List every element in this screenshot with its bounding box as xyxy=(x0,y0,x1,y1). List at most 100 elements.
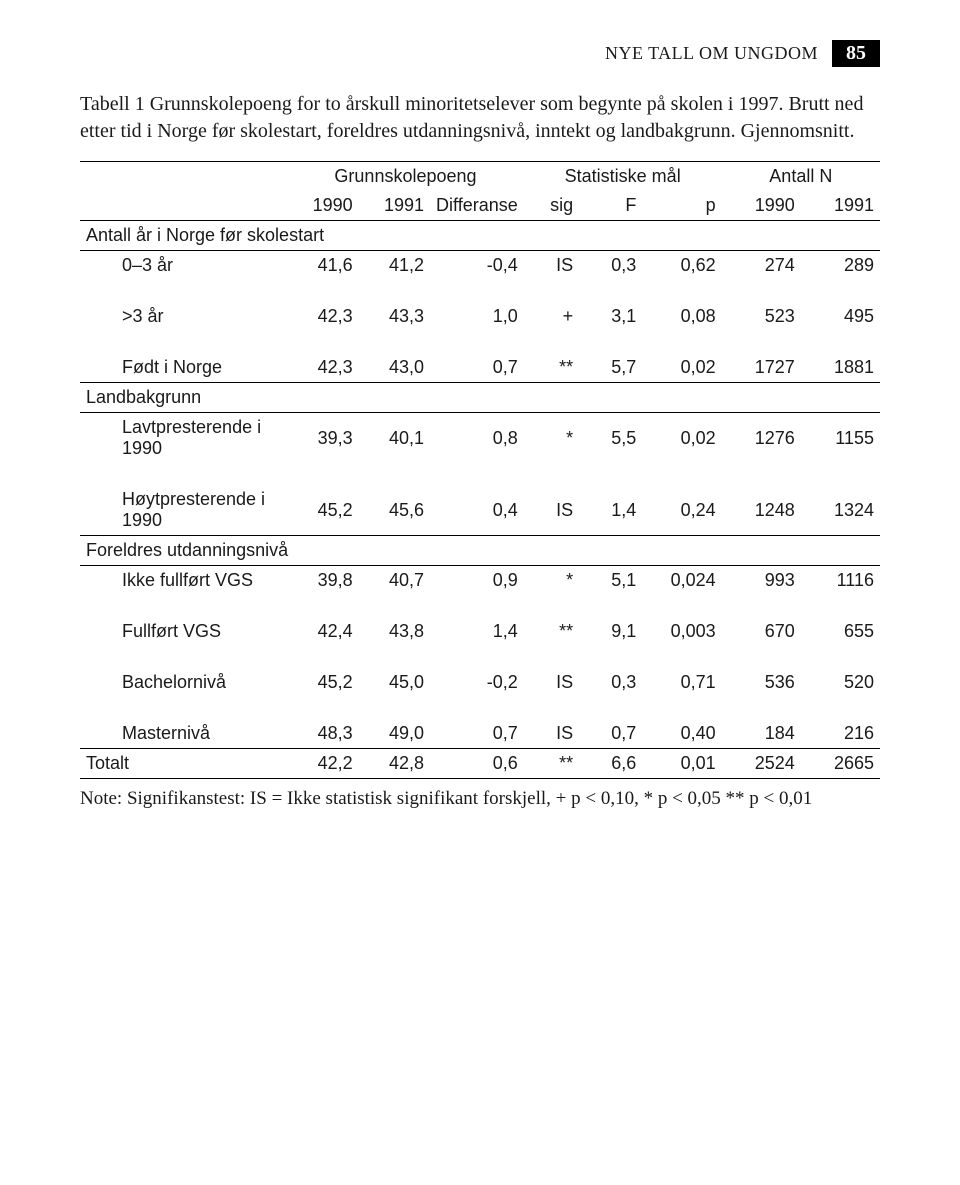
cell: 42,3 xyxy=(287,353,358,383)
cell: 1,0 xyxy=(430,302,524,331)
cell: 6,6 xyxy=(579,749,642,779)
spacer xyxy=(80,463,880,485)
cell: 0,6 xyxy=(430,749,524,779)
col-p: p xyxy=(642,191,721,221)
cell: 5,5 xyxy=(579,413,642,464)
cell: 39,8 xyxy=(287,566,358,596)
cell: 5,7 xyxy=(579,353,642,383)
cell: 2665 xyxy=(801,749,880,779)
cell: 0,024 xyxy=(642,566,721,596)
row-label: Bachelornivå xyxy=(80,668,287,697)
row-label: Høytpresterende i 1990 xyxy=(80,485,287,536)
cell: 523 xyxy=(722,302,801,331)
header-span-row: Grunnskolepoeng Statistiske mål Antall N xyxy=(80,162,880,192)
row-label: Fullført VGS xyxy=(80,617,287,646)
table-caption: Tabell 1 Grunnskolepoeng for to årskull … xyxy=(80,91,880,145)
cell: 1881 xyxy=(801,353,880,383)
cell: 45,6 xyxy=(359,485,430,536)
page-number: 85 xyxy=(832,40,880,67)
spacer xyxy=(80,280,880,302)
cell: 40,7 xyxy=(359,566,430,596)
section-foreldres-utdanningsniva: Foreldres utdanningsnivå xyxy=(80,536,880,566)
cell: 536 xyxy=(722,668,801,697)
cell: ** xyxy=(524,353,579,383)
cell: 1324 xyxy=(801,485,880,536)
spacer xyxy=(80,595,880,617)
cell: 0,7 xyxy=(430,353,524,383)
cell: 0,62 xyxy=(642,251,721,281)
cell: IS xyxy=(524,485,579,536)
row-label: Ikke fullført VGS xyxy=(80,566,287,596)
row-label: Født i Norge xyxy=(80,353,287,383)
section-label: Landbakgrunn xyxy=(80,383,880,413)
total-label: Totalt xyxy=(80,749,287,779)
col-f: F xyxy=(579,191,642,221)
col-sig: sig xyxy=(524,191,579,221)
cell: 520 xyxy=(801,668,880,697)
table-row: Lavtpresterende i 1990 39,3 40,1 0,8 * 5… xyxy=(80,413,880,464)
cell: 41,6 xyxy=(287,251,358,281)
cell: ** xyxy=(524,749,579,779)
cell: 0,9 xyxy=(430,566,524,596)
row-label: 0–3 år xyxy=(80,251,287,281)
cell: 1727 xyxy=(722,353,801,383)
cell: 43,8 xyxy=(359,617,430,646)
cell: 39,3 xyxy=(287,413,358,464)
row-label: >3 år xyxy=(80,302,287,331)
cell: 0,08 xyxy=(642,302,721,331)
cell: 1276 xyxy=(722,413,801,464)
cell: 5,1 xyxy=(579,566,642,596)
col-1990: 1990 xyxy=(287,191,358,221)
cell: IS xyxy=(524,668,579,697)
table-row: Født i Norge 42,3 43,0 0,7 ** 5,7 0,02 1… xyxy=(80,353,880,383)
cell: 1155 xyxy=(801,413,880,464)
cell: 49,0 xyxy=(359,719,430,749)
cell: ** xyxy=(524,617,579,646)
cell: 43,0 xyxy=(359,353,430,383)
cell: 40,1 xyxy=(359,413,430,464)
cell: IS xyxy=(524,719,579,749)
cell: 0,3 xyxy=(579,668,642,697)
cell: 45,2 xyxy=(287,485,358,536)
cell: 0,003 xyxy=(642,617,721,646)
cell: 1116 xyxy=(801,566,880,596)
table-row: Fullført VGS 42,4 43,8 1,4 ** 9,1 0,003 … xyxy=(80,617,880,646)
cell: 3,1 xyxy=(579,302,642,331)
header-statistiske-mal: Statistiske mål xyxy=(524,162,722,192)
cell: * xyxy=(524,413,579,464)
table-row: 0–3 år 41,6 41,2 -0,4 IS 0,3 0,62 274 28… xyxy=(80,251,880,281)
cell: 289 xyxy=(801,251,880,281)
cell: IS xyxy=(524,251,579,281)
header-grunnskolepoeng: Grunnskolepoeng xyxy=(287,162,524,192)
cell: -0,4 xyxy=(430,251,524,281)
cell: 0,01 xyxy=(642,749,721,779)
section-landbakgrunn: Landbakgrunn xyxy=(80,383,880,413)
cell: 0,02 xyxy=(642,353,721,383)
section-antall-ar: Antall år i Norge før skolestart xyxy=(80,221,880,251)
cell: 655 xyxy=(801,617,880,646)
col-differanse: Differanse xyxy=(430,191,524,221)
table-note: Note: Signifikanstest: IS = Ikke statist… xyxy=(80,787,880,812)
cell: 670 xyxy=(722,617,801,646)
cell: 45,0 xyxy=(359,668,430,697)
cell: 48,3 xyxy=(287,719,358,749)
page: NYE TALL OM UNGDOM 85 Tabell 1 Grunnskol… xyxy=(0,0,960,1185)
total-row: Totalt 42,2 42,8 0,6 ** 6,6 0,01 2524 26… xyxy=(80,749,880,779)
header-antall-n: Antall N xyxy=(722,162,880,192)
cell: 0,7 xyxy=(430,719,524,749)
cell: 42,2 xyxy=(287,749,358,779)
cell: 9,1 xyxy=(579,617,642,646)
col-1991: 1991 xyxy=(359,191,430,221)
cell: 2524 xyxy=(722,749,801,779)
cell: 0,8 xyxy=(430,413,524,464)
cell: 45,2 xyxy=(287,668,358,697)
cell: 0,24 xyxy=(642,485,721,536)
cell: 42,3 xyxy=(287,302,358,331)
table-row: Masternivå 48,3 49,0 0,7 IS 0,7 0,40 184… xyxy=(80,719,880,749)
spacer xyxy=(80,646,880,668)
header-columns-row: 1990 1991 Differanse sig F p 1990 1991 xyxy=(80,191,880,221)
section-label: Antall år i Norge før skolestart xyxy=(80,221,880,251)
cell: 216 xyxy=(801,719,880,749)
cell: 184 xyxy=(722,719,801,749)
row-label: Masternivå xyxy=(80,719,287,749)
